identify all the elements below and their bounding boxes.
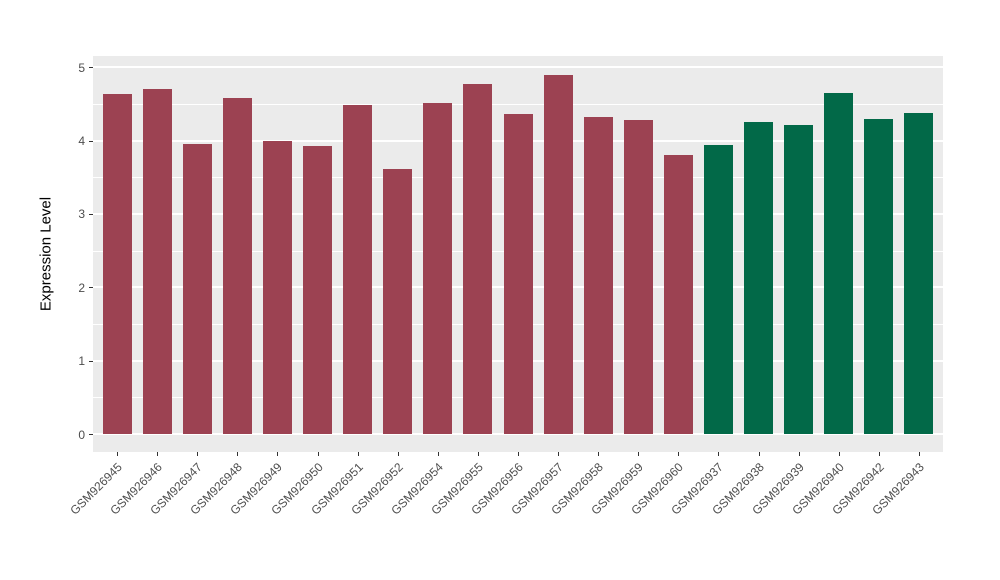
y-axis-tick-mark bbox=[89, 287, 93, 289]
x-axis-tick-mark bbox=[357, 452, 359, 456]
gridline-major bbox=[93, 433, 943, 435]
y-axis-tick-label: 1 bbox=[78, 354, 85, 369]
bar-GSM926952 bbox=[383, 169, 413, 434]
x-axis-tick-mark bbox=[758, 452, 760, 456]
x-axis-tick-mark bbox=[638, 452, 640, 456]
x-axis-tick-mark bbox=[197, 452, 199, 456]
bar-GSM926946 bbox=[142, 89, 172, 434]
bar-GSM926942 bbox=[864, 119, 894, 434]
x-axis-tick-mark bbox=[157, 452, 159, 456]
x-axis-tick-mark bbox=[558, 452, 560, 456]
bar-GSM926945 bbox=[102, 94, 132, 434]
x-axis-tick-mark bbox=[317, 452, 319, 456]
x-axis-tick-mark bbox=[237, 452, 239, 456]
y-axis-tick-mark bbox=[89, 434, 93, 435]
y-axis-tick-mark bbox=[89, 360, 93, 362]
plot-panel bbox=[93, 56, 943, 452]
bar-GSM926954 bbox=[423, 102, 453, 434]
bar-GSM926937 bbox=[703, 145, 733, 434]
bar-GSM926955 bbox=[463, 84, 493, 434]
bar-GSM926956 bbox=[503, 114, 533, 434]
y-axis-tick-label: 5 bbox=[78, 60, 85, 75]
bar-GSM926939 bbox=[784, 125, 814, 434]
bar-GSM926957 bbox=[543, 74, 573, 434]
y-axis-tick-mark bbox=[89, 67, 93, 69]
bar-GSM926940 bbox=[824, 92, 854, 434]
y-axis-tick-mark bbox=[89, 140, 93, 142]
bar-GSM926959 bbox=[623, 120, 653, 434]
x-axis-tick-mark bbox=[718, 452, 720, 456]
gridline-minor bbox=[93, 103, 943, 105]
bar-GSM926958 bbox=[583, 117, 613, 434]
bar-GSM926949 bbox=[262, 141, 292, 434]
bar-GSM926948 bbox=[222, 98, 252, 434]
x-axis-tick-mark bbox=[437, 452, 439, 456]
x-axis-tick-mark bbox=[838, 452, 840, 456]
x-axis-tick-mark bbox=[397, 452, 399, 456]
x-axis-tick-mark bbox=[277, 452, 279, 456]
y-axis-tick-label: 3 bbox=[78, 207, 85, 222]
gridline-major bbox=[93, 66, 943, 69]
y-axis-tick-label: 2 bbox=[78, 280, 85, 295]
x-axis-tick-mark bbox=[117, 452, 119, 456]
y-axis-tick-label: 4 bbox=[78, 134, 85, 149]
y-axis-tick-label: 0 bbox=[78, 427, 85, 442]
x-axis-tick-mark bbox=[878, 452, 880, 456]
x-axis-tick-mark bbox=[518, 452, 519, 456]
x-axis-tick-mark bbox=[678, 452, 680, 456]
y-axis-tick-mark bbox=[89, 213, 93, 215]
bar-GSM926947 bbox=[182, 143, 212, 434]
x-axis-tick-mark bbox=[598, 452, 600, 456]
x-axis-tick-mark bbox=[477, 452, 479, 456]
bar-GSM926951 bbox=[343, 105, 373, 434]
bar-GSM926960 bbox=[663, 155, 693, 434]
bar-GSM926943 bbox=[904, 112, 934, 434]
bar-GSM926950 bbox=[303, 145, 333, 434]
x-axis-tick-mark bbox=[798, 452, 800, 456]
x-axis-tick-mark bbox=[918, 452, 920, 456]
bar-GSM926938 bbox=[744, 122, 774, 434]
